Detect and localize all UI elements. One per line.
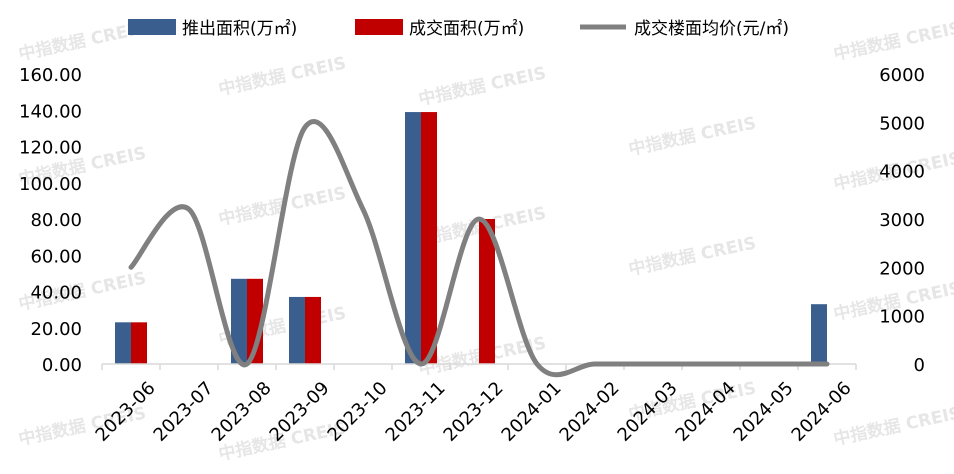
y-right-tick-label: 1000	[879, 307, 925, 328]
watermark-text: 中指数据 CREIS	[217, 52, 348, 100]
watermark-text: 中指数据 CREIS	[627, 112, 758, 160]
watermark-text: 中指数据 CREIS	[832, 17, 954, 65]
y-right-tick-label: 6000	[879, 65, 925, 86]
y-left-tick-label: 80.00	[30, 210, 82, 231]
x-tick-label: 2024-02	[556, 378, 624, 446]
y-left-tick-label: 120.00	[19, 138, 82, 159]
bar-launched-2024-06	[811, 304, 827, 364]
bar-transacted-2023-06	[131, 322, 147, 364]
y-left-tick-label: 60.00	[30, 246, 82, 267]
legend-label: 推出面积(万㎡)	[182, 19, 297, 39]
y-right-tick-label: 2000	[879, 258, 925, 279]
y-left-tick-label: 160.00	[19, 65, 82, 86]
y-right-tick-label: 0	[914, 355, 925, 376]
legend-swatch	[128, 19, 176, 35]
x-tick-label: 2024-01	[498, 378, 566, 446]
x-tick-label: 2023-07	[150, 378, 218, 446]
legend-swatch	[355, 19, 403, 35]
legend: 推出面积(万㎡) 成交面积(万㎡) 成交楼面均价(元/㎡)	[128, 19, 789, 39]
bar-transacted-2023-12	[479, 219, 495, 364]
bar-series	[115, 112, 827, 364]
watermark-text: 中指数据 CREIS	[832, 402, 954, 450]
bar-launched-2023-08	[231, 278, 247, 364]
bar-transacted-2023-11	[421, 112, 437, 364]
bar-launched-2023-06	[115, 322, 131, 364]
y-axis-left: 0.00 20.00 40.00 60.00 80.00 100.00 120.00 140.…	[19, 65, 82, 376]
x-tick-label: 2023-12	[440, 378, 508, 446]
watermark-text: 中指数据 CREIS	[417, 62, 548, 110]
bar-transacted-2023-09	[305, 296, 321, 364]
y-right-tick-label: 4000	[879, 162, 925, 183]
watermark-text: 中指数据 CREIS	[627, 232, 758, 280]
legend-item: 成交楼面均价(元/㎡)	[580, 19, 789, 39]
x-tick-label: 2023-10	[324, 378, 392, 446]
bar-launched-2023-09	[289, 296, 305, 364]
bar-launched-2023-11	[405, 112, 421, 364]
y-left-tick-label: 0.00	[42, 355, 82, 376]
line-avg-price	[128, 119, 830, 378]
y-left-tick-label: 140.00	[19, 101, 82, 122]
legend-item: 推出面积(万㎡)	[128, 19, 297, 39]
y-left-tick-label: 40.00	[30, 283, 82, 304]
y-axis-right: 0 1000 2000 3000 4000 5000 6000	[879, 65, 925, 376]
y-left-tick-label: 20.00	[30, 319, 82, 340]
x-tick-label: 2023-11	[382, 378, 450, 446]
legend-label: 成交楼面均价(元/㎡)	[634, 19, 789, 39]
y-right-tick-label: 5000	[879, 113, 925, 134]
line-series	[128, 119, 830, 378]
legend-item: 成交面积(万㎡)	[355, 19, 524, 39]
legend-label: 成交面积(万㎡)	[409, 19, 524, 39]
y-right-tick-label: 3000	[879, 210, 925, 231]
y-left-tick-label: 100.00	[19, 174, 82, 195]
